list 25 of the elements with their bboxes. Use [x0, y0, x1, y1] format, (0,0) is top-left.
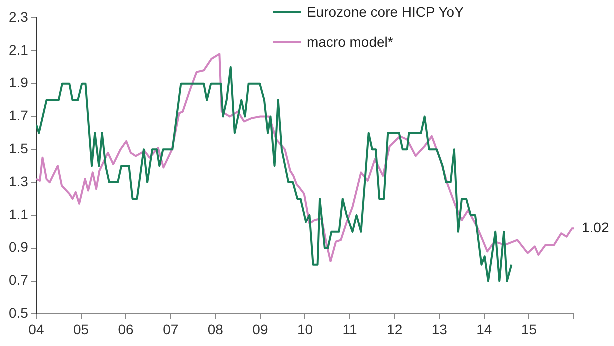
legend-label: macro model*: [306, 34, 394, 50]
y-tick-label: 0.9: [8, 239, 29, 256]
x-tick-label: 13: [432, 321, 448, 338]
x-tick-label: 10: [297, 321, 314, 338]
y-tick-label: 1.5: [8, 140, 29, 157]
y-tick-label: 1.9: [8, 74, 29, 91]
x-tick-label: 04: [28, 321, 44, 338]
x-tick-label: 06: [118, 321, 134, 338]
y-tick-label: 1.1: [8, 206, 29, 222]
y-tick-label: 1.7: [8, 108, 29, 124]
x-tick-label: 14: [476, 321, 492, 338]
x-tick-label: 05: [73, 321, 90, 338]
x-tick-label: 15: [521, 321, 538, 338]
y-tick-label: 2.3: [8, 8, 29, 25]
y-tick-label: 0.5: [8, 305, 29, 322]
x-tick-label: 07: [163, 321, 179, 338]
legend-label: Eurozone core HICP YoY: [306, 4, 464, 20]
x-tick-label: 08: [208, 321, 224, 338]
y-tick-label: 0.7: [8, 272, 29, 288]
x-tick-label: 11: [342, 321, 358, 338]
annotation: 1.02: [582, 219, 610, 236]
y-tick-label: 2.1: [8, 42, 29, 58]
y-tick-label: 1.3: [8, 173, 29, 190]
x-tick-label: 09: [252, 321, 268, 338]
x-tick-label: 12: [387, 321, 403, 338]
